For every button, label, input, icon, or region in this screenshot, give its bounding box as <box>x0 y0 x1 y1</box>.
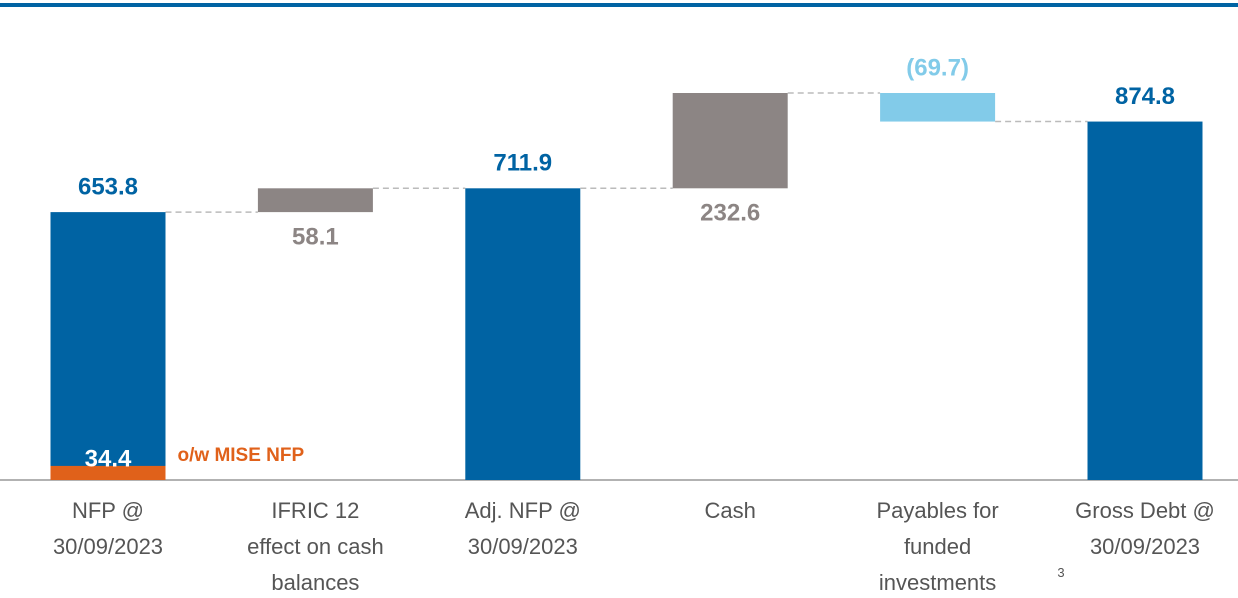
bar <box>50 212 166 481</box>
x-tick-label: Payables for funded investments 3 <box>876 498 1064 595</box>
x-tick-line: NFP @ <box>72 498 144 523</box>
x-tick-label: Adj. NFP @ 30/09/2023 <box>465 498 581 559</box>
value-label: 653.8 <box>78 173 138 200</box>
top-rule <box>0 3 1238 7</box>
x-tick-line: Gross Debt @ <box>1075 498 1215 523</box>
bar <box>672 93 788 189</box>
value-label: 711.9 <box>493 150 552 177</box>
x-tick-line: Cash <box>705 498 756 523</box>
x-tick-line: balances <box>271 570 359 595</box>
sub-value-label: 34.4 <box>85 445 132 472</box>
footnote-mark: 3 <box>1057 565 1064 580</box>
x-tick-line: investments <box>879 570 996 595</box>
value-label: 58.1 <box>292 223 339 250</box>
x-tick-line: Adj. NFP @ <box>465 498 581 523</box>
x-tick-line: IFRIC 12 <box>271 498 359 523</box>
x-tick-label: IFRIC 12 effect on cash balances <box>247 498 384 595</box>
bar <box>257 188 373 213</box>
bar <box>1087 121 1203 480</box>
x-tick-line: Payables for <box>876 498 998 523</box>
bar <box>465 188 581 480</box>
x-tick-label: NFP @ 30/09/2023 <box>53 498 163 559</box>
x-tick-line: 30/09/2023 <box>468 534 578 559</box>
x-tick-line: 30/09/2023 <box>53 534 163 559</box>
x-tick-label: Gross Debt @ 30/09/2023 <box>1075 498 1215 559</box>
x-tick-line: 30/09/2023 <box>1090 534 1200 559</box>
value-label: 232.6 <box>700 200 760 227</box>
bar <box>880 93 996 122</box>
x-tick-line: effect on cash <box>247 534 384 559</box>
value-label: 874.8 <box>1115 83 1175 110</box>
sub-label: o/w MISE NFP <box>178 445 305 466</box>
x-tick-label: Cash <box>705 498 756 523</box>
x-tick-line: funded <box>904 534 971 559</box>
value-label: (69.7) <box>906 54 969 81</box>
sub-bar <box>50 465 166 480</box>
